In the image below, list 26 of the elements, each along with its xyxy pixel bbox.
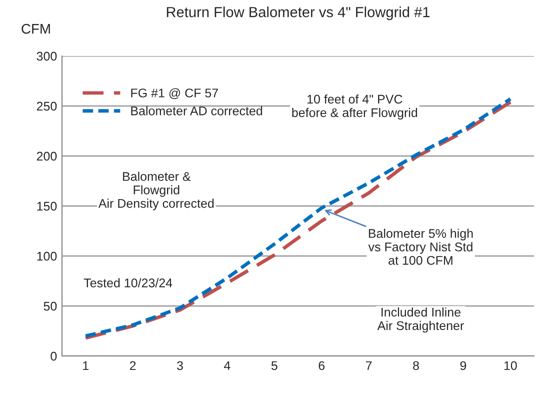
x-tick-label: 3 (177, 361, 183, 370)
annotation: Tested 10/23/24 (84, 278, 172, 288)
y-tick-label: 200 (36, 152, 57, 161)
annotation: Balometer 5% high vs Factory Nist Std at 100 CFM (368, 228, 473, 265)
annotation: 10 feet of 4" PVC before & after Flowgrid (292, 94, 418, 120)
y-tick-label: 0 (50, 352, 57, 361)
chart-title: Return Flow Balometer vs 4" Flowgrid #1 (166, 6, 430, 20)
legend-label: FG #1 @ CF 57 (131, 88, 218, 100)
annotation: Balometer & Flowgrid Air Density corrected (98, 172, 214, 210)
x-tick-label: 8 (413, 361, 419, 370)
x-tick-label: 9 (460, 361, 466, 370)
x-tick-label: 7 (366, 361, 372, 370)
y-tick-label: 300 (36, 52, 57, 61)
x-tick-label: 4 (224, 361, 230, 370)
y-tick-label: 50 (44, 302, 57, 311)
x-tick-label: 1 (83, 361, 88, 370)
annotation: Included Inline Air Straightener (377, 307, 464, 333)
y-tick-label: 250 (36, 102, 57, 111)
x-tick-label: 5 (271, 361, 278, 370)
x-tick-label: 10 (504, 361, 517, 370)
y-tick-label: 150 (37, 202, 57, 211)
y-tick-label: 100 (37, 252, 57, 261)
legend-label: Balometer AD corrected (131, 106, 262, 116)
y-axis-title: CFM (22, 24, 50, 34)
x-tick-label: 6 (318, 361, 325, 370)
x-tick-label: 2 (130, 361, 136, 370)
